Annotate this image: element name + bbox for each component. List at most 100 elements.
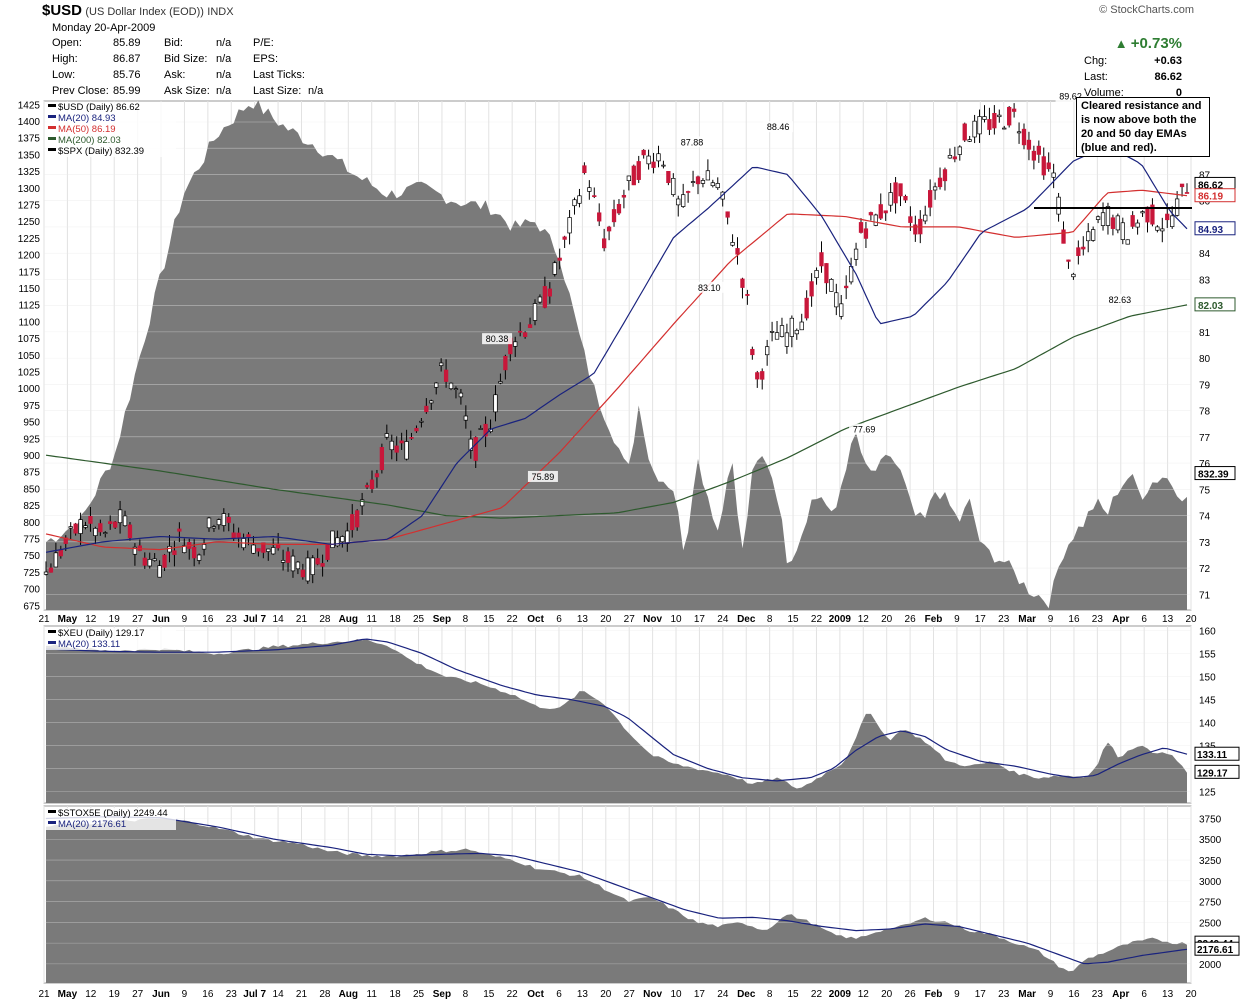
- candle-body: [789, 317, 794, 337]
- candle-body: [1145, 206, 1150, 223]
- candle-body: [256, 548, 261, 552]
- x-tick-label: 8: [767, 989, 773, 1000]
- legend-swatch: [48, 630, 56, 633]
- y-left-tick-label: 1025: [18, 368, 41, 379]
- candle-body: [992, 112, 997, 129]
- quote-label: Last Size:: [253, 85, 302, 97]
- last-value-box: [1194, 746, 1240, 761]
- candle-body: [443, 369, 449, 382]
- candle-body: [760, 371, 765, 380]
- candle-body: [819, 252, 824, 267]
- stockcharts-logo[interactable]: © StockCharts.com: [1099, 4, 1194, 16]
- x-tick-label: 8: [767, 614, 773, 625]
- legend-swatch: [48, 148, 56, 151]
- last-value-label: 82.03: [1198, 301, 1223, 312]
- candle-body: [932, 186, 938, 191]
- candle-body: [1115, 215, 1120, 231]
- candle-body: [863, 228, 869, 239]
- candle-body: [473, 437, 478, 461]
- y-right-tick-label: 3750: [1199, 814, 1222, 825]
- x-tick-label: 9: [182, 614, 188, 625]
- candle-body: [794, 329, 799, 335]
- last-value-label: 129.17: [1197, 768, 1228, 779]
- candle-body: [1056, 196, 1061, 215]
- candle-body: [967, 139, 972, 142]
- candle-body: [957, 146, 962, 155]
- candle-body: [685, 191, 691, 193]
- x-tick-label: 13: [577, 614, 589, 625]
- x-tick-label: Apr: [1112, 989, 1129, 1000]
- candle-body: [1130, 215, 1135, 227]
- y-left-tick-label: 1175: [18, 267, 40, 278]
- candle-body: [532, 303, 538, 321]
- x-tick-label: 17: [694, 989, 706, 1000]
- candle-body: [745, 294, 750, 296]
- candle-body: [83, 525, 88, 528]
- legend-entry: MA(20) 84.93: [58, 113, 116, 124]
- x-tick-label: Nov: [643, 614, 662, 625]
- legend-swatch: [48, 810, 56, 813]
- candle-body: [458, 392, 464, 398]
- candle-body: [878, 204, 883, 219]
- last-value-box: [1194, 221, 1236, 236]
- x-tick-label: Oct: [527, 989, 544, 1000]
- candle-body: [567, 217, 572, 234]
- y-left-tick-label: 1375: [18, 134, 41, 145]
- candle-body: [290, 555, 296, 572]
- x-tick-label: May: [58, 989, 78, 1000]
- candle-body: [439, 362, 444, 366]
- candle-body: [113, 521, 118, 528]
- y-left-tick-label: 1275: [18, 201, 41, 212]
- candle-body: [1160, 228, 1165, 232]
- candle-body: [315, 558, 320, 565]
- candle-body: [562, 236, 567, 240]
- change-value: 86.62: [1154, 71, 1182, 83]
- candle-body: [602, 238, 607, 249]
- x-tick-label: Feb: [925, 989, 943, 1000]
- price-area-2: [46, 818, 1187, 983]
- candle-body: [962, 123, 967, 141]
- peak-label: 75.89: [532, 472, 555, 482]
- candle-body: [88, 515, 93, 524]
- x-tick-label: 17: [975, 614, 987, 625]
- candle-body: [735, 248, 740, 255]
- legend-swatch: [48, 641, 56, 644]
- x-tick-label: 6: [556, 989, 562, 1000]
- candle-body: [987, 119, 992, 130]
- y-left-tick-label: 1100: [18, 317, 40, 328]
- price-area-1: [46, 639, 1187, 803]
- candle-body: [952, 156, 957, 160]
- candle-body: [429, 400, 434, 404]
- candle-body: [1031, 150, 1037, 161]
- y-left-tick-label: 1325: [18, 167, 41, 178]
- ma20-line: [45, 816, 1188, 965]
- y-right-tick-label: 81: [1199, 328, 1211, 339]
- quote-label: Bid:: [164, 37, 183, 49]
- candle-body: [557, 257, 562, 261]
- candle-body: [68, 526, 73, 529]
- x-tick-label: 23: [1092, 989, 1104, 1000]
- x-tick-label: 15: [787, 614, 799, 625]
- quote-value: 85.99: [113, 85, 141, 97]
- x-tick-label: 27: [132, 989, 144, 1000]
- candle-body: [651, 161, 656, 168]
- candle-body: [577, 195, 582, 204]
- y-left-tick-label: 1075: [18, 334, 41, 345]
- candle-body: [908, 216, 913, 223]
- y-left-tick-label: 1300: [18, 184, 41, 195]
- x-tick-label: 27: [624, 614, 636, 625]
- legend-bg: [46, 135, 176, 146]
- candle-body: [977, 116, 982, 135]
- candle-body: [636, 161, 641, 180]
- x-tick-label: Mar: [1018, 989, 1036, 1000]
- peak-label-bg: [677, 136, 708, 148]
- candle-body: [503, 355, 508, 371]
- x-tick-label: 25: [413, 614, 425, 625]
- y-left-tick-label: 1425: [18, 100, 41, 111]
- candle-body: [646, 155, 651, 165]
- candle-body: [350, 514, 355, 531]
- x-tick-label: 13: [577, 989, 589, 1000]
- candle-body: [1016, 131, 1022, 134]
- quote-value: n/a: [216, 85, 232, 97]
- x-tick-label: Dec: [737, 614, 756, 625]
